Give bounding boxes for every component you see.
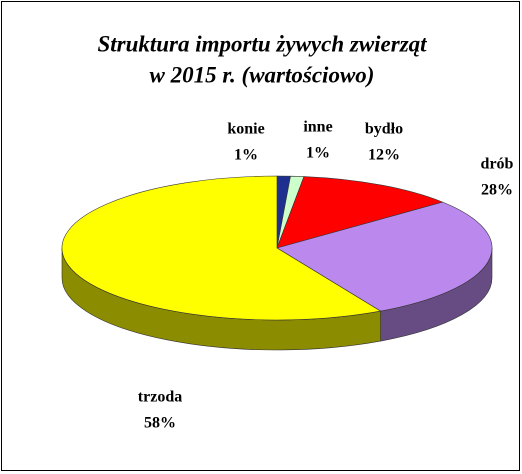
slice-label: konie (227, 121, 264, 138)
slice (276, 176, 444, 249)
slice-label: bydło (365, 121, 403, 138)
slice (276, 201, 493, 312)
chart-title: Struktura importu żywych zwierząt (97, 31, 427, 56)
value-label: 28% (481, 182, 513, 199)
slice-label: trzoda (138, 389, 182, 406)
value-label: 1% (234, 147, 258, 164)
value-label: 1% (306, 145, 330, 162)
slice-label: inne (303, 119, 332, 136)
value-label: 58% (144, 415, 176, 432)
slice-label: drób (481, 156, 514, 173)
value-label: 12% (368, 147, 400, 164)
chart-title: w 2015 r. (wartościowo) (150, 62, 375, 87)
slice (61, 175, 382, 321)
